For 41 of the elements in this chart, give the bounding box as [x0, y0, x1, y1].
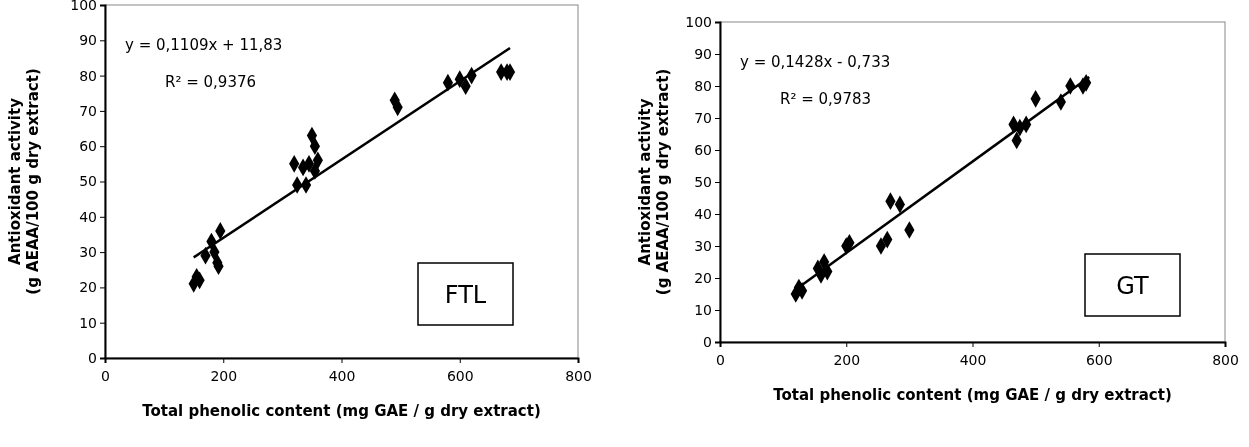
y-tick-label: 80	[694, 77, 712, 94]
y-tick-label: 50	[79, 173, 97, 190]
x-axis-title: Total phenolic content (mg GAE / g dry extract)	[142, 402, 541, 420]
x-tick-label: 600	[446, 368, 474, 385]
annotation: GT	[1116, 272, 1150, 300]
y-tick-label: 90	[694, 45, 712, 62]
y-tick-label: 40	[79, 208, 97, 225]
y-tick-label: 70	[79, 102, 97, 119]
x-tick-label: 400	[959, 352, 987, 369]
annotation: y = 0,1428x - 0,733	[740, 53, 891, 71]
x-tick-label: 800	[1212, 352, 1239, 369]
x-tick-label: 800	[565, 368, 592, 385]
annotation: y = 0,1109x + 11,83	[125, 36, 283, 54]
x-tick-label: 200	[210, 368, 238, 385]
x-tick-label: 0	[101, 368, 110, 385]
y-tick-label: 30	[694, 237, 712, 254]
x-tick-label: 200	[833, 352, 861, 369]
y-tick-label: 70	[694, 109, 712, 126]
y-tick-label: 20	[694, 269, 712, 286]
y-axis-title: Antioxidant activity (g AEAA/100 g dry extract)	[6, 68, 42, 295]
annotation: R² = 0,9376	[165, 73, 257, 91]
y-tick-label: 100	[685, 13, 712, 30]
y-tick-label: 0	[703, 333, 712, 350]
y-tick-label: 90	[79, 32, 97, 49]
y-tick-label: 50	[694, 173, 712, 190]
y-tick-label: 40	[694, 205, 712, 222]
x-tick-label: 600	[1085, 352, 1113, 369]
x-tick-label: 400	[328, 368, 356, 385]
y-tick-label: 100	[70, 0, 97, 13]
y-tick-label: 30	[79, 244, 97, 261]
annotation: R² = 0,9783	[780, 90, 872, 108]
y-tick-label: 10	[79, 314, 97, 331]
x-tick-label: 0	[716, 352, 725, 369]
y-tick-label: 10	[694, 301, 712, 318]
y-axis-title: Antioxidant activity (g AEAA/100 g dry extract)	[636, 68, 672, 296]
y-tick-label: 20	[79, 279, 97, 296]
y-tick-label: 60	[694, 141, 712, 158]
y-tick-label: 60	[79, 138, 97, 155]
y-tick-label: 80	[79, 67, 97, 84]
x-axis-title: Total phenolic content (mg GAE / g dry extract)	[773, 386, 1172, 404]
annotation: FTL	[444, 281, 487, 309]
